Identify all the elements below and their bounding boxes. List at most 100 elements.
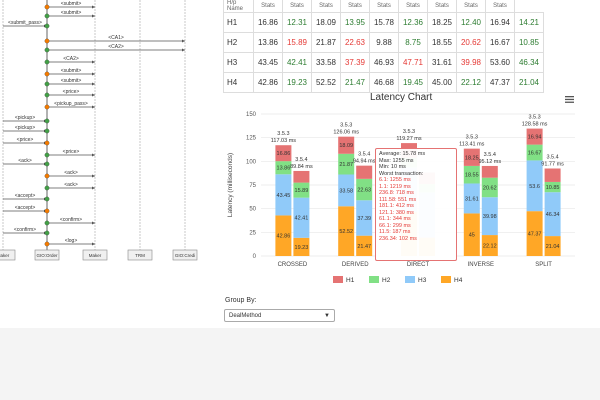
group-by-select[interactable]: DealMethod ▼ bbox=[224, 309, 335, 322]
bar-segment bbox=[544, 168, 561, 182]
tooltip-worst-item: 111.58: 551 ms bbox=[379, 196, 417, 203]
bar-segment bbox=[544, 181, 561, 193]
x-tick-label: CROSSED bbox=[278, 262, 308, 268]
message-label: <price> bbox=[63, 89, 80, 95]
stats-cell: 12.31 bbox=[282, 12, 312, 33]
message-label: <accept> bbox=[15, 193, 36, 199]
message-label: <submit> bbox=[61, 1, 82, 7]
message-label: <CA2> bbox=[108, 44, 124, 50]
activation-dot bbox=[44, 173, 50, 179]
bar-segment bbox=[338, 153, 355, 175]
stats-row-name: H1 bbox=[223, 12, 254, 33]
stats-cell: 21.47 bbox=[340, 72, 370, 93]
arrow-head bbox=[92, 60, 95, 64]
y-tick-label: 125 bbox=[246, 136, 257, 142]
stats-header-cell: Stats bbox=[282, 0, 312, 13]
group-label: 3.5.4 bbox=[295, 157, 307, 163]
group-label: 3.5.3 bbox=[277, 131, 289, 137]
activation-dot bbox=[44, 23, 50, 29]
data-label: 13.86 bbox=[277, 166, 291, 172]
bar-segment bbox=[544, 192, 561, 237]
arrow-head bbox=[92, 5, 95, 9]
message-label: <log> bbox=[65, 238, 78, 244]
data-label: 33.58 bbox=[339, 188, 353, 194]
stats-cell: 12.40 bbox=[456, 12, 486, 33]
x-tick-label: SPLIT bbox=[535, 262, 552, 268]
data-label: 21.87 bbox=[339, 162, 353, 168]
message-label: <ack> bbox=[64, 182, 78, 188]
stats-cell: 18.55 bbox=[427, 32, 457, 53]
stats-cell: 53.60 bbox=[485, 52, 515, 73]
activation-dot bbox=[44, 140, 50, 146]
total-label: 117.03 ms bbox=[271, 138, 297, 144]
arrow-head bbox=[92, 72, 95, 76]
arrow-head bbox=[92, 186, 95, 190]
activation-dot bbox=[44, 196, 50, 202]
data-label: 10.85 bbox=[546, 185, 560, 191]
bar-segment bbox=[463, 183, 480, 214]
stats-cell: 9.88 bbox=[369, 32, 399, 53]
hamburger-menu-icon[interactable] bbox=[565, 96, 574, 103]
message-label: <accept> bbox=[15, 205, 36, 211]
group-label: 3.5.4 bbox=[546, 154, 558, 160]
data-label: 46.34 bbox=[546, 212, 560, 218]
group-label: 3.5.3 bbox=[528, 115, 540, 121]
group-label: 3.5.4 bbox=[484, 152, 496, 158]
data-label: 16.86 bbox=[277, 151, 291, 157]
report-panel: H/p Name Stats Stats Stats Stats Stats Stats St… bbox=[215, 0, 600, 328]
message-label: <CA2> bbox=[63, 56, 79, 62]
stats-cell: 20.62 bbox=[456, 32, 486, 53]
arrow-head bbox=[92, 174, 95, 178]
lifeline-name: Maker bbox=[89, 253, 102, 258]
message-label: <submit_pass> bbox=[8, 20, 42, 26]
y-tick-label: 0 bbox=[253, 254, 257, 260]
activation-dot bbox=[44, 220, 50, 226]
lifeline-box bbox=[0, 249, 16, 261]
stats-cell: 21.87 bbox=[311, 32, 341, 53]
bar-segment bbox=[338, 136, 355, 154]
bar-segment bbox=[338, 206, 355, 256]
bar-segment bbox=[356, 200, 373, 236]
bar-segment bbox=[481, 177, 498, 198]
activation-dot bbox=[44, 241, 50, 247]
stats-cell: 16.94 bbox=[485, 12, 515, 33]
stats-cell: 22.63 bbox=[340, 32, 370, 53]
activation-dot bbox=[44, 71, 50, 77]
stats-cell: 18.09 bbox=[311, 12, 341, 33]
stats-cell: 45.00 bbox=[427, 72, 457, 93]
stats-row-name: H2 bbox=[223, 32, 254, 53]
bar-segment bbox=[293, 170, 310, 183]
data-label: 37.39 bbox=[357, 216, 371, 222]
message-label: <price> bbox=[63, 149, 80, 155]
stats-cell: 12.36 bbox=[398, 12, 428, 33]
activation-dot bbox=[44, 208, 50, 214]
data-label: 22.12 bbox=[483, 244, 497, 250]
data-label: 18.25 bbox=[465, 155, 479, 161]
group-label: 3.5.3 bbox=[403, 129, 415, 135]
message-label: <confirm> bbox=[60, 217, 82, 223]
data-label: 18.55 bbox=[465, 173, 479, 179]
legend-swatch bbox=[369, 276, 379, 283]
y-tick-label: 100 bbox=[246, 159, 257, 165]
bar-segment bbox=[526, 160, 543, 212]
lifeline-box bbox=[127, 249, 153, 261]
lifeline-name: Maker bbox=[0, 253, 10, 258]
stats-cell: 19.23 bbox=[282, 72, 312, 93]
arrow-head bbox=[92, 105, 95, 109]
stats-header-cell: Stats bbox=[311, 0, 341, 13]
stats-cell: 52.52 bbox=[311, 72, 341, 93]
tooltip-worst-item: 236.34: 102 ms bbox=[379, 235, 417, 242]
bar-segment bbox=[275, 145, 292, 162]
activation-dot bbox=[44, 104, 50, 110]
y-tick-label: 50 bbox=[249, 207, 256, 213]
data-label: 18.09 bbox=[339, 143, 353, 149]
data-label: 20.62 bbox=[483, 185, 497, 191]
legend-swatch bbox=[405, 276, 415, 283]
activation-dot bbox=[44, 185, 50, 191]
data-label: 52.52 bbox=[339, 229, 353, 235]
stats-cell: 46.93 bbox=[369, 52, 399, 73]
bar-segment bbox=[526, 211, 543, 256]
activation-dot bbox=[44, 38, 50, 44]
tooltip-worst-item: 6.1: 1255 ms bbox=[379, 177, 411, 183]
activation-dot bbox=[44, 128, 50, 134]
